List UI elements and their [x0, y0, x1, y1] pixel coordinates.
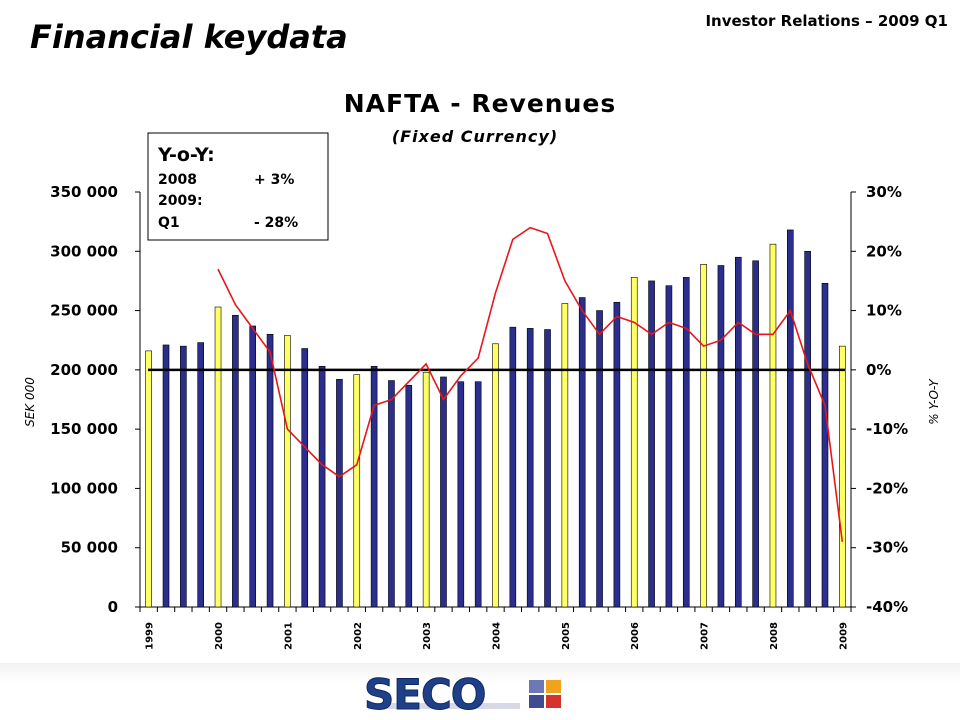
note-label-2009: 2009:	[158, 193, 203, 209]
x-tick-label: 2005	[561, 622, 572, 650]
bar	[249, 325, 257, 608]
bar	[821, 282, 829, 608]
y-tick-label: 350 000	[50, 183, 118, 201]
bar	[682, 277, 690, 608]
bar	[561, 303, 569, 608]
logo-wordmark: SECO	[364, 673, 485, 717]
y2-tick-label: 20%	[866, 242, 902, 260]
bar	[700, 264, 707, 608]
bar	[162, 344, 170, 608]
bar	[301, 348, 309, 608]
bar	[804, 250, 811, 608]
x-tick-label: 1999	[145, 622, 156, 650]
bar	[526, 328, 534, 608]
x-tick-label: 2000	[214, 622, 225, 650]
y-tick-label: 150 000	[50, 420, 118, 438]
bar	[769, 243, 777, 608]
note-label-q1: Q1	[158, 215, 180, 231]
bar	[787, 229, 794, 608]
y2-tick-label: 10%	[866, 302, 902, 320]
bar	[648, 280, 655, 608]
y-tick-label: 0	[108, 598, 118, 616]
bar	[717, 265, 725, 608]
x-tick-label: 2008	[769, 622, 780, 650]
bar	[197, 342, 204, 608]
note-label-2008: 2008	[158, 172, 197, 188]
footer-band	[0, 663, 960, 720]
bar	[596, 310, 603, 608]
bar	[266, 333, 274, 608]
y2-tick-label: -40%	[866, 598, 908, 616]
x-axis: 1999 2000 2001 2002 2003 2004 2005 2006 2007 2008…	[139, 606, 852, 650]
bar	[180, 345, 187, 608]
y2-axis-label: % Y-O-Y	[927, 378, 941, 425]
bar	[492, 343, 499, 608]
bar	[440, 376, 447, 608]
bar	[145, 350, 152, 608]
bar	[370, 365, 378, 608]
chart-title: NAFTA - Revenues	[344, 89, 616, 118]
bar	[284, 335, 291, 608]
bar	[353, 374, 361, 608]
report-label: Investor Relations – 2009 Q1	[705, 12, 948, 30]
x-tick-label: 2009	[838, 622, 849, 650]
bar	[839, 345, 846, 608]
y2-tick-label: -30%	[866, 539, 908, 557]
bar	[474, 381, 482, 608]
y-tick-label: 200 000	[50, 361, 118, 379]
bar	[509, 326, 517, 608]
bar-series	[145, 229, 846, 608]
bar	[214, 306, 222, 608]
y-tick-label: 100 000	[50, 479, 118, 497]
bar	[336, 379, 343, 608]
bar	[232, 315, 239, 608]
x-tick-label: 2007	[700, 622, 711, 650]
y2-tick-label: 30%	[866, 183, 902, 201]
bar	[665, 285, 673, 608]
y-tick-label: 250 000	[50, 302, 118, 320]
y2-tick-label: -10%	[866, 420, 908, 438]
bar	[544, 329, 551, 608]
page-title: Financial keydata	[30, 18, 348, 56]
y-axis-left: 0 50 000 100 000 150 000 200 000 250 000 300 0…	[50, 183, 141, 616]
y2-tick-label: 0%	[866, 361, 891, 379]
yoy-note-box: Y-o-Y: 2008 + 3% 2009: Q1 - 28%	[147, 132, 329, 241]
bar	[405, 384, 413, 608]
x-tick-label: 2001	[283, 622, 294, 650]
y-tick-label: 50 000	[61, 539, 118, 557]
revenue-chart: NAFTA - Revenues (Fixed Currency) 0 50 00…	[23, 89, 941, 650]
bar	[630, 277, 638, 608]
seco-logo: SECO	[364, 673, 561, 717]
note-value-2008: + 3%	[254, 172, 294, 188]
bar	[388, 380, 395, 608]
bar	[578, 297, 586, 608]
chart-subtitle: (Fixed Currency)	[392, 127, 558, 146]
bar	[752, 260, 759, 608]
bar	[734, 256, 742, 608]
note-value-q1: - 28%	[254, 215, 298, 231]
bar	[318, 365, 326, 608]
y2-tick-label: -20%	[866, 479, 908, 497]
y-axis-label: SEK 000	[23, 377, 37, 427]
bar	[457, 381, 465, 608]
x-tick-label: 2004	[492, 622, 503, 650]
yoy-growth-line	[217, 226, 844, 542]
bar	[422, 371, 430, 608]
x-tick-label: 2003	[422, 622, 433, 650]
note-heading: Y-o-Y:	[157, 144, 215, 166]
y-axis-right: -40% -30% -20% -10% 0% 10% 20% 30%	[850, 183, 908, 616]
x-tick-label: 2002	[353, 622, 364, 650]
x-tick-label: 2006	[630, 622, 641, 650]
bar	[613, 301, 621, 608]
y-tick-label: 300 000	[50, 242, 118, 260]
